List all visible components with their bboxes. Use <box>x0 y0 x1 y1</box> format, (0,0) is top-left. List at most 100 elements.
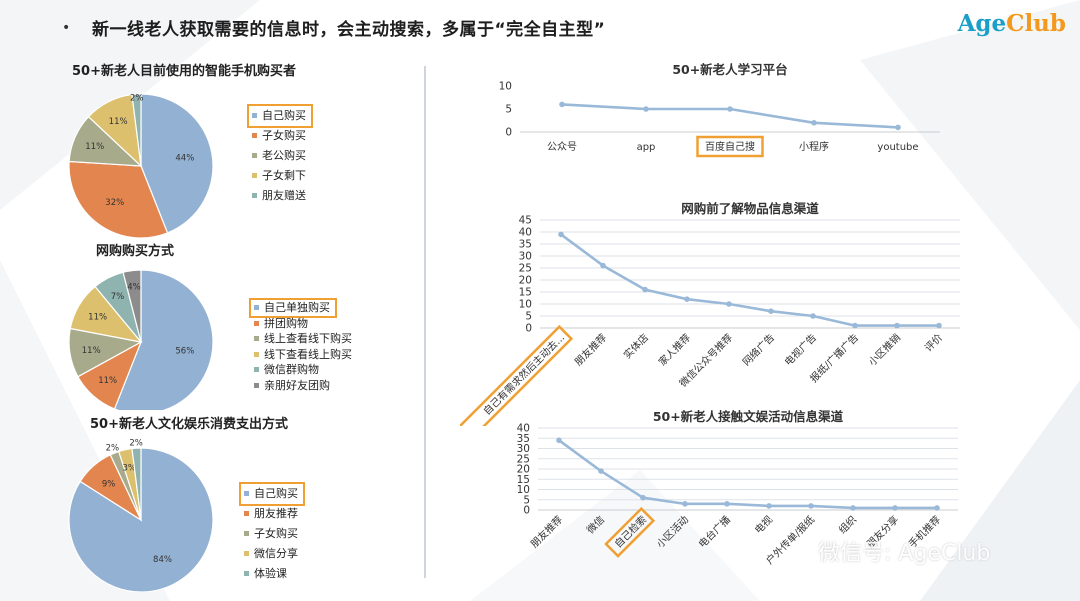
line1-title: 50+新老人学习平台 <box>672 62 787 77</box>
pie1-legend: 自己购买 子女购买老公购买子女剩下朋友赠送 <box>247 104 313 206</box>
pie3-data-label-4: 2% <box>129 438 143 448</box>
pie2-slice-5 <box>122 269 142 343</box>
line1-category-label-3: 小程序 <box>799 140 829 153</box>
line3-category-label-3: 小区活动 <box>654 514 691 551</box>
line2-ytick-6: 30 <box>519 251 532 263</box>
pie1-legend-swatch-4 <box>252 193 257 198</box>
line3-ytick-6: 30 <box>517 443 530 455</box>
line3-point-4 <box>724 501 730 507</box>
pie1-legend-label-2: 老公购买 <box>262 149 306 162</box>
line1-category-label-4: youtube <box>877 142 918 153</box>
pie3-data-label-1: 9% <box>102 479 116 489</box>
line1-ytick-0: 0 <box>505 127 512 139</box>
line2-point-3 <box>684 296 690 302</box>
pie2-data-label-5: 4% <box>127 282 141 292</box>
page-headline: 新一线老人获取需要的信息时，会主动搜索，多属于“完全自主型” <box>92 20 606 40</box>
pie1-slice-4 <box>131 93 142 167</box>
pie3-legend-label-0: 自己购买 <box>254 487 298 500</box>
line2-category-label-2: 实体店 <box>621 331 651 361</box>
pie1-legend-label-4: 朋友赠送 <box>262 189 306 202</box>
pie1-title: 50+新老人目前使用的智能手机购买者 <box>72 64 296 79</box>
line1-point-0 <box>559 101 565 108</box>
pie2-legend-item-3: 线下查看线上购买 <box>252 347 352 363</box>
line2-ytick-7: 35 <box>519 239 532 251</box>
line2-category-label-0: 自己有需求然后主动去... <box>480 331 567 418</box>
line3-ytick-4: 20 <box>517 464 530 476</box>
line2-point-4 <box>726 301 732 307</box>
pie1-legend-label-1: 子女购买 <box>262 129 306 142</box>
line1-category-label-0: 公众号 <box>547 141 577 153</box>
pie1-legend-swatch-2 <box>252 153 257 158</box>
pie1-data-label-0: 44% <box>175 154 194 164</box>
pie1-legend-item-4: 朋友赠送 <box>250 186 306 206</box>
pie3-data-label-2: 2% <box>106 444 120 454</box>
pie2-legend-swatch-2 <box>254 336 259 341</box>
pie2-data-label-2: 11% <box>82 346 101 356</box>
pie2-title: 网购购买方式 <box>96 244 175 259</box>
line3-point-3 <box>682 501 688 507</box>
pie1-chart: 44% 32% 11% 11% 2% <box>68 93 214 239</box>
line3-ytick-5: 25 <box>517 453 530 465</box>
line3-series-line <box>558 439 937 510</box>
pie1-data-label-3: 11% <box>109 117 128 127</box>
pie2-legend-swatch-5 <box>254 382 259 388</box>
line3-ytick-3: 15 <box>517 474 530 486</box>
pie3-legend-swatch-3 <box>244 551 249 556</box>
pie1-legend-swatch-1 <box>252 133 257 138</box>
pie3-data-label-3: 3% <box>122 463 136 473</box>
line1-point-1 <box>643 106 649 112</box>
pie2-legend-label-5: 亲朋好友团购 <box>264 378 330 392</box>
line2-ytick-3: 15 <box>519 287 532 299</box>
line3-point-7 <box>850 505 856 511</box>
pie3-legend-item-4: 体验课 <box>242 564 298 584</box>
line2-category-label-8: 小区推销 <box>866 331 903 368</box>
pie1-legend-item-0: 自己购买 <box>247 104 313 128</box>
line1-point-2 <box>727 106 733 112</box>
line2-point-8 <box>894 322 900 329</box>
pie3-legend-item-1: 朋友推荐 <box>242 504 298 524</box>
pie3-legend-swatch-2 <box>244 531 249 536</box>
line3-ytick-0: 0 <box>523 505 530 517</box>
pie2-slice-0 <box>113 269 214 410</box>
line2-category-label-5: 网络广告 <box>740 331 777 368</box>
pie2-legend-label-3: 线下查看线上购买 <box>264 347 352 361</box>
pie2-legend-item-4: 微信群购物 <box>252 362 352 378</box>
line1-ytick-1: 5 <box>505 104 512 116</box>
pie3-legend: 自己购买 朋友推荐 子女购买 微信分享 体验课 <box>239 482 305 584</box>
line2-ytick-8: 40 <box>519 227 532 239</box>
line2-point-9 <box>936 322 942 329</box>
line3-point-9 <box>934 505 940 511</box>
pie2-legend-item-0: 自己单独购买 <box>249 298 352 318</box>
pie3-legend-item-2: 子女购买 <box>242 524 298 544</box>
pie3-slice-4 <box>131 447 142 521</box>
line2-ytick-1: 5 <box>525 311 532 323</box>
pie3-chart: 84%9%2%3%2% <box>68 438 214 592</box>
line2-ytick-2: 10 <box>519 299 532 311</box>
pie3-title: 50+新老人文化娱乐消费支出方式 <box>90 417 288 432</box>
line2-category-label-1: 朋友推荐 <box>572 331 609 368</box>
line3-highlight-box <box>604 506 656 558</box>
pie3-legend-swatch-0 <box>244 491 249 496</box>
line3-ytick-7: 35 <box>517 433 530 445</box>
pie2-legend-swatch-3 <box>254 351 259 357</box>
line3-point-2 <box>640 494 646 501</box>
line1-chart: 50+新老人学习平台 0 5 10 公众号 app 百度自己搜 小程序 youtube <box>499 62 940 158</box>
line2-series-line <box>560 233 939 327</box>
pie3-legend-label-1: 朋友推荐 <box>254 507 298 520</box>
line2-point-2 <box>642 286 648 293</box>
pie3-legend-label-4: 体验课 <box>254 567 287 580</box>
pie2-data-label-1: 11% <box>98 376 117 386</box>
pie1-data-label-2: 11% <box>85 142 104 152</box>
wechat-icon <box>792 538 818 559</box>
pie1-slice-1 <box>68 160 169 239</box>
line1-point-4 <box>895 124 901 131</box>
pie1-legend-label-3: 子女剩下 <box>262 169 306 182</box>
pie1-legend-swatch-3 <box>252 173 257 178</box>
line2-title: 网购前了解物品信息渠道 <box>681 201 819 216</box>
line3-ytick-2: 10 <box>517 484 530 496</box>
logo-part-1: Age <box>957 10 1007 37</box>
headline-bullet: • <box>62 20 71 36</box>
pie1-data-label-1: 32% <box>105 198 124 208</box>
line2-point-5 <box>768 308 774 314</box>
